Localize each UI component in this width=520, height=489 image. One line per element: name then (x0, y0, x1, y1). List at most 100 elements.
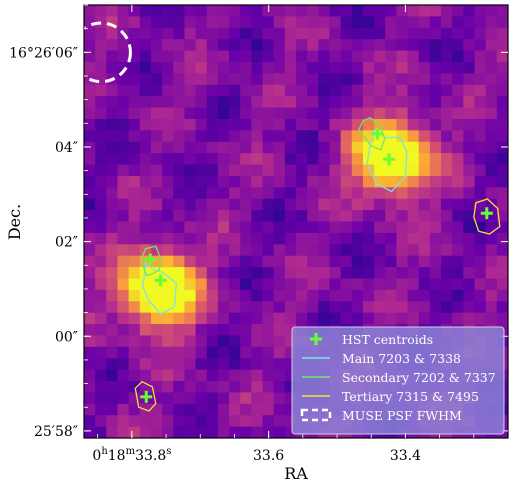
heatmap-pixel (485, 289, 498, 302)
heatmap-pixel (374, 244, 386, 257)
heatmap-pixel (396, 278, 409, 291)
heatmap-pixel (318, 255, 331, 268)
heatmap-pixel (407, 175, 420, 188)
heatmap-pixel (284, 130, 297, 143)
heatmap-pixel (240, 415, 252, 428)
heatmap-pixel (262, 61, 275, 74)
heatmap-pixel (418, 164, 431, 177)
heatmap-pixel (173, 381, 186, 394)
heatmap-pixel (496, 84, 508, 97)
heatmap-pixel (385, 210, 398, 223)
heatmap-pixel (463, 96, 476, 109)
heatmap-pixel (240, 244, 252, 257)
heatmap-pixel (329, 289, 342, 302)
heatmap-pixel (273, 5, 286, 17)
heatmap-pixel (184, 278, 197, 291)
heatmap-pixel (173, 210, 186, 223)
heatmap-pixel (95, 118, 107, 131)
heatmap-pixel (485, 107, 498, 120)
heatmap-pixel (128, 153, 141, 166)
heatmap-pixel (485, 175, 498, 188)
heatmap-pixel (296, 187, 308, 200)
heatmap-pixel (296, 289, 308, 302)
heatmap-pixel (385, 289, 398, 302)
heatmap-pixel (117, 153, 130, 166)
heatmap-pixel (351, 107, 364, 120)
heatmap-pixel (463, 39, 476, 52)
heatmap-pixel (340, 210, 353, 223)
heatmap-pixel (184, 426, 197, 438)
heatmap-pixel (441, 267, 453, 280)
heatmap-pixel (441, 255, 453, 268)
heatmap-pixel (329, 84, 342, 97)
heatmap-pixel (307, 153, 319, 166)
heatmap-pixel (162, 335, 174, 348)
heatmap-pixel (463, 27, 476, 40)
heatmap-pixel (340, 289, 353, 302)
heatmap-pixel (452, 164, 464, 177)
heatmap-pixel (262, 244, 275, 257)
heatmap-pixel (385, 267, 398, 280)
heatmap-pixel (229, 5, 241, 17)
heatmap-pixel (106, 210, 119, 223)
heatmap-pixel (474, 27, 487, 40)
heatmap-pixel (240, 210, 252, 223)
heatmap-pixel (195, 381, 208, 394)
heatmap-pixel (307, 289, 319, 302)
heatmap-pixel (206, 381, 219, 394)
heatmap-pixel (273, 141, 286, 154)
heatmap-pixel (362, 255, 375, 268)
heatmap-pixel (396, 153, 409, 166)
heatmap-pixel (485, 255, 498, 268)
heatmap-pixel (139, 153, 152, 166)
heatmap-pixel (95, 335, 107, 348)
heatmap-pixel (340, 141, 353, 154)
heatmap-pixel (251, 381, 264, 394)
heatmap-pixel (195, 118, 208, 131)
heatmap-pixel (162, 369, 174, 382)
heatmap-pixel (251, 27, 264, 40)
heatmap-pixel (318, 73, 331, 86)
heatmap-pixel (396, 50, 409, 63)
heatmap-pixel (485, 141, 498, 154)
heatmap-pixel (463, 107, 476, 120)
heatmap-pixel (229, 141, 241, 154)
heatmap-pixel (407, 73, 420, 86)
heatmap-pixel (173, 415, 186, 428)
heatmap-pixel (429, 198, 442, 211)
heatmap-pixel (452, 61, 464, 74)
heatmap-pixel (95, 27, 107, 40)
heatmap-pixel (362, 232, 375, 245)
heatmap-pixel (351, 39, 364, 52)
heatmap-pixel (251, 278, 264, 291)
heatmap-pixel (374, 5, 386, 17)
heatmap-pixel (84, 5, 96, 17)
heatmap-pixel (95, 403, 107, 416)
heatmap-pixel (296, 153, 308, 166)
heatmap-pixel (396, 96, 409, 109)
heatmap-pixel (128, 5, 141, 17)
heatmap-pixel (195, 141, 208, 154)
heatmap-pixel (418, 118, 431, 131)
heatmap-pixel (496, 130, 508, 143)
heatmap-pixel (485, 244, 498, 257)
heatmap-pixel (206, 346, 219, 359)
heatmap-pixel (173, 369, 186, 382)
heatmap-pixel (217, 346, 230, 359)
heatmap-pixel (95, 244, 107, 257)
heatmap-pixel (251, 232, 264, 245)
heatmap-pixel (195, 164, 208, 177)
heatmap-pixel (284, 96, 297, 109)
heatmap-pixel (329, 210, 342, 223)
heatmap-pixel (117, 301, 130, 314)
heatmap-pixel (296, 278, 308, 291)
heatmap-pixel (396, 164, 409, 177)
heatmap-pixel (206, 358, 219, 371)
heatmap-pixel (195, 426, 208, 438)
heatmap-pixel (273, 39, 286, 52)
heatmap-pixel (128, 175, 141, 188)
heatmap-pixel (240, 96, 252, 109)
heatmap-pixel (441, 141, 453, 154)
heatmap-pixel (284, 175, 297, 188)
heatmap-pixel (162, 84, 174, 97)
